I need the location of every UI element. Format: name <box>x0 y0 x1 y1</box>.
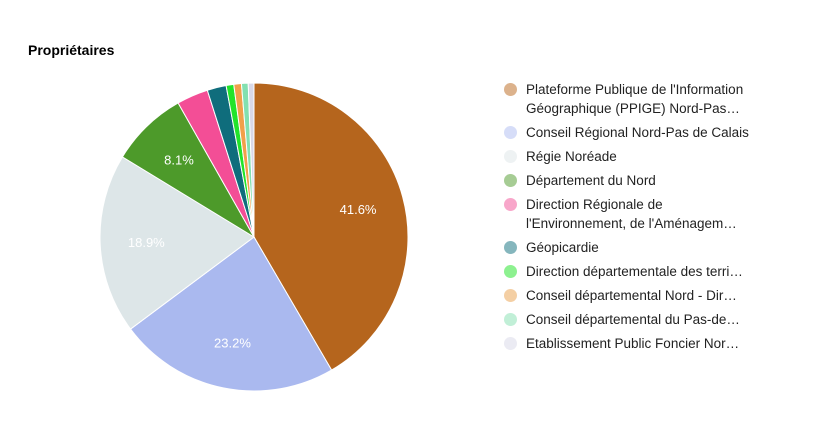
legend-swatch-7 <box>504 289 517 302</box>
legend-swatch-2 <box>504 150 517 163</box>
legend-label-4: Direction Régionale de l'Environnement, … <box>526 197 737 231</box>
legend: Plateforme Publique de l'Information Géo… <box>504 80 804 358</box>
pie-slice-9[interactable] <box>247 82 255 238</box>
pie-slice-label-1: 23.2% <box>214 336 251 351</box>
legend-swatch-0 <box>504 83 517 96</box>
pie-slice-label-2: 18.9% <box>128 235 165 250</box>
legend-item-3[interactable]: Département du Nord <box>504 171 804 190</box>
legend-label-6: Direction départementale des terri… <box>526 264 743 279</box>
pie-slice-0[interactable] <box>253 82 409 371</box>
legend-swatch-1 <box>504 126 517 139</box>
legend-item-4[interactable]: Direction Régionale de l'Environnement, … <box>504 195 804 233</box>
legend-item-0[interactable]: Plateforme Publique de l'Information Géo… <box>504 80 804 118</box>
legend-label-2: Régie Noréade <box>526 149 617 164</box>
legend-swatch-3 <box>504 174 517 187</box>
legend-swatch-6 <box>504 265 517 278</box>
pie-slice-1[interactable] <box>129 236 333 392</box>
pie-slice-label-3: 8.1% <box>164 153 194 168</box>
legend-item-2[interactable]: Régie Noréade <box>504 147 804 166</box>
legend-swatch-4 <box>504 198 517 211</box>
pie-slice-label-0: 41.6% <box>340 202 377 217</box>
legend-label-9: Etablissement Public Foncier Nor… <box>526 336 740 351</box>
legend-item-5[interactable]: Géopicardie <box>504 238 804 257</box>
legend-label-7: Conseil départemental Nord - Dir… <box>526 288 737 303</box>
legend-item-9[interactable]: Etablissement Public Foncier Nor… <box>504 334 804 353</box>
legend-item-8[interactable]: Conseil départemental du Pas-de… <box>504 310 804 329</box>
legend-label-8: Conseil départemental du Pas-de… <box>526 312 740 327</box>
legend-label-3: Département du Nord <box>526 173 656 188</box>
pie-slice-2[interactable] <box>99 156 255 330</box>
chart-title: Propriétaires <box>28 42 115 58</box>
legend-swatch-8 <box>504 313 517 326</box>
legend-label-1: Conseil Régional Nord-Pas de Calais <box>526 125 749 140</box>
legend-label-5: Géopicardie <box>526 240 599 255</box>
legend-item-6[interactable]: Direction départementale des terri… <box>504 262 804 281</box>
legend-swatch-9 <box>504 337 517 350</box>
legend-swatch-5 <box>504 241 517 254</box>
legend-item-1[interactable]: Conseil Régional Nord-Pas de Calais <box>504 123 804 142</box>
legend-label-0: Plateforme Publique de l'Information Géo… <box>526 82 744 116</box>
legend-item-7[interactable]: Conseil départemental Nord - Dir… <box>504 286 804 305</box>
